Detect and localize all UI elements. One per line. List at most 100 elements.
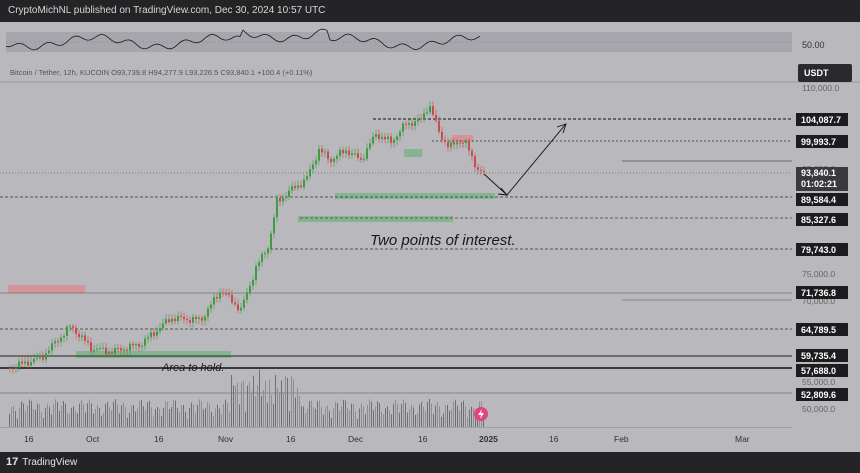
volume-bar bbox=[175, 400, 176, 427]
volume-bar bbox=[391, 414, 392, 427]
indicator-line bbox=[5, 28, 481, 51]
time-label: 16 bbox=[154, 434, 164, 444]
tradingview-brand: TradingView bbox=[22, 456, 78, 468]
volume-bar bbox=[109, 407, 110, 427]
candles bbox=[9, 101, 485, 374]
volume-bar bbox=[135, 411, 136, 427]
volume-bar bbox=[39, 404, 40, 427]
volume-bar bbox=[197, 405, 198, 427]
volume-bar bbox=[415, 414, 416, 427]
volume-bar bbox=[349, 410, 350, 427]
volume-bar bbox=[215, 408, 216, 427]
price-scale[interactable] bbox=[792, 22, 860, 452]
candle-body bbox=[339, 149, 341, 156]
volume-bar bbox=[223, 404, 224, 427]
annotation-hold: Area to hold. bbox=[162, 362, 225, 374]
price-level-box: 85,327.6 bbox=[796, 213, 848, 226]
candle-body bbox=[228, 293, 230, 295]
publish-header: CryptoMichNL published on TradingView.co… bbox=[0, 0, 860, 22]
candle-body bbox=[213, 296, 215, 305]
time-label: 16 bbox=[24, 434, 34, 444]
volume-bar bbox=[229, 411, 230, 427]
candle-body bbox=[435, 114, 437, 121]
time-axis[interactable] bbox=[0, 427, 792, 453]
volume-bar bbox=[447, 404, 448, 427]
candle-body bbox=[117, 348, 119, 350]
volume-bar bbox=[463, 400, 464, 427]
volume-bar bbox=[263, 390, 264, 427]
price-chart[interactable] bbox=[0, 22, 792, 452]
volume-bar bbox=[395, 400, 396, 427]
volume-bar bbox=[99, 407, 100, 427]
volume-bar bbox=[93, 413, 94, 427]
indicator-pane[interactable] bbox=[0, 22, 792, 81]
volume-bar bbox=[293, 379, 294, 427]
candle-body bbox=[267, 248, 269, 254]
volume-bar bbox=[249, 382, 250, 427]
candle-body bbox=[18, 361, 20, 368]
candle-body bbox=[183, 316, 185, 320]
support-zone-hold bbox=[76, 351, 231, 358]
last-price-box: 93,840.1 01:02:21 bbox=[796, 167, 848, 191]
candle-body bbox=[279, 198, 281, 202]
volume-bar bbox=[473, 408, 474, 427]
volume-bar bbox=[9, 413, 10, 427]
volume-bar bbox=[431, 403, 432, 427]
volume-bar bbox=[19, 407, 20, 427]
volume-bar bbox=[453, 401, 454, 427]
candle-body bbox=[36, 357, 38, 359]
candle-body bbox=[474, 156, 476, 168]
volume-bar bbox=[235, 385, 236, 427]
candle-body bbox=[96, 348, 98, 350]
candle-body bbox=[315, 160, 317, 165]
volume-bar bbox=[81, 400, 82, 427]
tradingview-logo[interactable]: 17 TradingView bbox=[6, 456, 77, 468]
volume-bar bbox=[25, 411, 26, 427]
price-level-box: 104,087.7 bbox=[796, 113, 848, 126]
volume-bar bbox=[119, 413, 120, 427]
volume-bar bbox=[131, 405, 132, 427]
chart-panel[interactable]: 50.00 Bitcoin / Tether, 12h, KUCOIN O93,… bbox=[0, 22, 860, 453]
currency-button[interactable]: USDT bbox=[798, 64, 852, 82]
volume-bar bbox=[71, 407, 72, 427]
volume-bar bbox=[237, 383, 238, 427]
volume-bar bbox=[55, 399, 56, 427]
volume-bar bbox=[107, 402, 108, 427]
candle-body bbox=[450, 142, 452, 148]
volume-bar bbox=[177, 407, 178, 427]
candle-body bbox=[252, 280, 254, 286]
price-tick: 75,000.0 bbox=[802, 268, 836, 279]
candle-body bbox=[429, 106, 431, 113]
volume-bar bbox=[155, 409, 156, 427]
volume-bar bbox=[337, 402, 338, 427]
volume-bar bbox=[445, 405, 446, 427]
volume-bar bbox=[23, 403, 24, 427]
volume-bar bbox=[43, 418, 44, 427]
volume-bar bbox=[67, 412, 68, 427]
candle-body bbox=[384, 136, 386, 140]
price-level-box: 57,688.0 bbox=[796, 364, 848, 377]
volume-bar bbox=[87, 403, 88, 427]
bar-countdown: 01:02:21 bbox=[801, 179, 838, 189]
pane-separator[interactable] bbox=[0, 81, 860, 83]
volume-bar bbox=[403, 399, 404, 427]
candle-body bbox=[75, 327, 77, 334]
candle-body bbox=[405, 123, 407, 125]
candle-body bbox=[240, 307, 242, 311]
candle-body bbox=[318, 148, 320, 161]
volume-bar bbox=[265, 380, 266, 427]
candle-body bbox=[417, 118, 419, 122]
volume-bar bbox=[335, 401, 336, 427]
volume-bar bbox=[367, 404, 368, 427]
candle-body bbox=[204, 316, 206, 321]
candle-body bbox=[294, 186, 296, 189]
volume-bar bbox=[343, 399, 344, 427]
volume-bar bbox=[397, 403, 398, 427]
volume-bar bbox=[363, 406, 364, 427]
tradingview-logo-icon: 17 bbox=[6, 456, 19, 468]
volume-bar bbox=[331, 418, 332, 427]
candle-body bbox=[369, 143, 371, 149]
candle-body bbox=[468, 140, 470, 151]
volume-bar bbox=[171, 407, 172, 427]
